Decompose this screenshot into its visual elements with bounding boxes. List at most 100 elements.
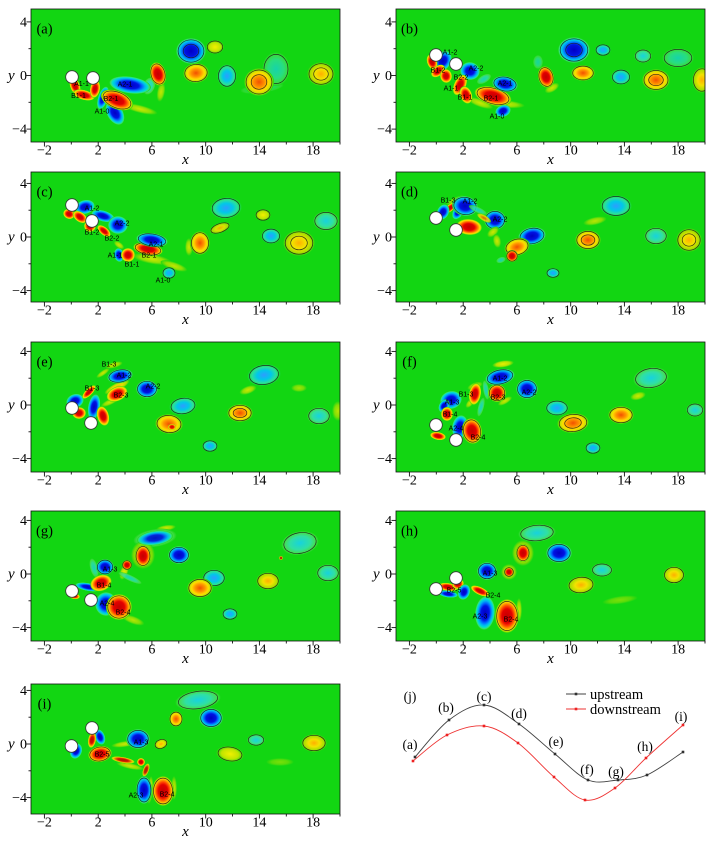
svg-text:10: 10 (199, 304, 213, 319)
svg-text:B1-3: B1-3 (85, 386, 100, 393)
svg-text:10: 10 (199, 643, 213, 658)
svg-text:0: 0 (20, 231, 27, 246)
svg-text:A1-1: A1-1 (444, 86, 459, 93)
svg-text:A1-0: A1-0 (95, 109, 110, 116)
svg-text:10: 10 (564, 643, 578, 658)
svg-text:6: 6 (148, 643, 155, 658)
svg-text:0: 0 (385, 69, 392, 84)
svg-text:A1-2: A1-2 (85, 206, 100, 213)
svg-text:B2-1: B2-1 (142, 253, 157, 260)
svg-text:A2-1: A2-1 (498, 81, 513, 88)
svg-text:B1-1: B1-1 (125, 262, 140, 269)
svg-text:(f): (f) (580, 762, 594, 777)
svg-text:2: 2 (95, 643, 102, 658)
svg-text:−2: −2 (37, 144, 52, 159)
svg-text:A1-3: A1-3 (445, 400, 460, 407)
svg-text:−2: −2 (37, 816, 52, 831)
svg-text:−4: −4 (12, 284, 27, 299)
svg-text:18: 18 (306, 144, 320, 159)
svg-text:x: x (546, 651, 554, 667)
svg-text:10: 10 (564, 144, 578, 159)
svg-text:x: x (181, 824, 189, 840)
svg-text:upstream: upstream (590, 687, 644, 703)
svg-text:−2: −2 (402, 304, 417, 319)
svg-text:14: 14 (617, 643, 631, 658)
svg-text:B2-1: B2-1 (484, 96, 499, 103)
svg-text:A2-2: A2-2 (522, 390, 537, 397)
svg-text:B2-4: B2-4 (116, 610, 131, 617)
svg-text:(f): (f) (402, 355, 417, 371)
svg-text:(i): (i) (675, 709, 688, 724)
svg-text:(b): (b) (401, 22, 418, 38)
svg-text:6: 6 (148, 816, 155, 831)
svg-text:(a): (a) (403, 737, 418, 752)
svg-text:B2-3: B2-3 (491, 395, 506, 402)
svg-text:A1-1: A1-1 (108, 253, 123, 260)
svg-text:B2-3: B2-3 (114, 393, 129, 400)
svg-text:B1-2: B1-2 (431, 68, 446, 75)
svg-text:x: x (181, 482, 189, 498)
svg-text:A2-1: A2-1 (118, 82, 133, 89)
svg-text:(g): (g) (36, 524, 53, 540)
svg-text:4: 4 (385, 514, 392, 529)
svg-text:y: y (371, 230, 380, 246)
svg-text:−2: −2 (37, 474, 52, 489)
svg-text:x: x (546, 482, 554, 498)
svg-text:B2-4: B2-4 (160, 792, 175, 799)
svg-text:10: 10 (199, 144, 213, 159)
svg-text:6: 6 (513, 643, 520, 658)
svg-text:4: 4 (385, 177, 392, 192)
svg-text:(e): (e) (36, 355, 52, 371)
svg-text:18: 18 (671, 474, 685, 489)
svg-text:B1-1: B1-1 (71, 93, 86, 100)
svg-text:2: 2 (460, 144, 467, 159)
svg-text:A2-4: A2-4 (449, 426, 464, 433)
svg-text:−4: −4 (377, 452, 392, 467)
svg-text:−4: −4 (377, 123, 392, 138)
svg-text:y: y (6, 567, 15, 583)
svg-text:B2-5: B2-5 (95, 752, 110, 759)
svg-text:4: 4 (20, 177, 27, 192)
svg-text:A1-2: A1-2 (463, 199, 478, 206)
svg-text:−4: −4 (12, 791, 27, 806)
svg-text:B2-4: B2-4 (504, 617, 519, 624)
svg-text:y: y (6, 737, 15, 753)
svg-text:x: x (546, 152, 554, 168)
svg-text:0: 0 (20, 399, 27, 414)
svg-text:14: 14 (252, 474, 266, 489)
svg-text:14: 14 (617, 144, 631, 159)
svg-text:18: 18 (306, 304, 320, 319)
svg-text:−4: −4 (377, 284, 392, 299)
svg-text:y: y (6, 68, 15, 84)
svg-text:A2-1: A2-1 (149, 242, 164, 249)
svg-text:(b): (b) (438, 700, 454, 715)
svg-text:2: 2 (460, 643, 467, 658)
svg-text:(c): (c) (477, 689, 492, 704)
svg-text:6: 6 (513, 144, 520, 159)
svg-text:y: y (6, 398, 15, 414)
svg-text:4: 4 (20, 15, 27, 30)
svg-text:6: 6 (148, 144, 155, 159)
svg-text:−2: −2 (402, 144, 417, 159)
svg-text:(i): (i) (38, 697, 52, 713)
svg-text:2: 2 (95, 474, 102, 489)
svg-text:B2-5: B2-5 (447, 588, 462, 595)
svg-text:(e): (e) (549, 734, 564, 749)
svg-text:A2-3: A2-3 (129, 793, 144, 800)
svg-text:downstream: downstream (590, 702, 662, 718)
svg-text:x: x (181, 152, 189, 168)
svg-text:18: 18 (671, 144, 685, 159)
svg-text:y: y (371, 567, 380, 583)
svg-text:18: 18 (306, 643, 320, 658)
svg-text:A1-3: A1-3 (134, 740, 149, 747)
svg-text:A2-2: A2-2 (146, 384, 161, 391)
svg-text:6: 6 (513, 474, 520, 489)
svg-text:A1-2: A1-2 (117, 373, 132, 380)
svg-text:14: 14 (252, 304, 266, 319)
svg-text:y: y (371, 398, 380, 414)
svg-text:A1-1: A1-1 (74, 81, 89, 88)
svg-text:B2-2: B2-2 (454, 75, 469, 82)
svg-text:0: 0 (385, 231, 392, 246)
svg-text:10: 10 (564, 474, 578, 489)
svg-text:B1-2: B1-2 (85, 230, 100, 237)
